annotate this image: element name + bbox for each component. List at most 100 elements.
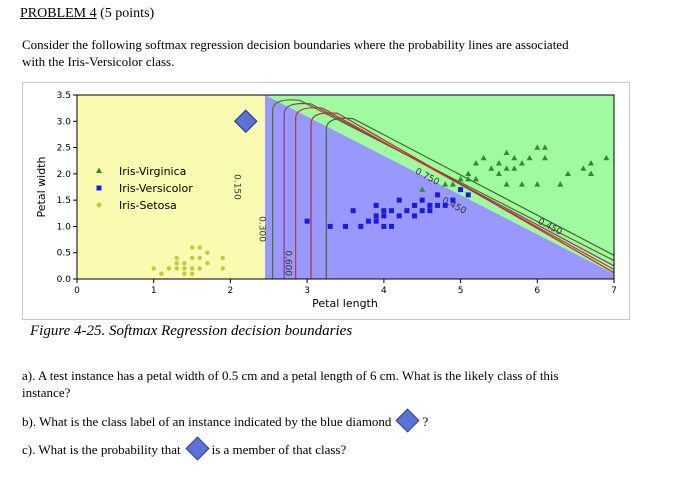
versicolor-point xyxy=(458,187,464,193)
virginica-point xyxy=(472,160,479,166)
virginica-point xyxy=(503,165,510,171)
setosa-point xyxy=(174,255,179,261)
versicolor-point xyxy=(442,202,448,208)
setosa-point xyxy=(189,245,195,250)
problem-points: (5 points) xyxy=(100,6,155,21)
x-tick-label: 2 xyxy=(228,286,234,296)
virginica-point xyxy=(534,181,541,187)
virginica-point xyxy=(472,175,479,182)
probability-contour xyxy=(272,99,614,279)
virginica-point xyxy=(603,154,610,161)
versicolor-point xyxy=(389,223,395,229)
problem-title: PROBLEM 4 xyxy=(20,6,97,21)
setosa-point xyxy=(205,261,210,266)
contour-label: 0.150 xyxy=(231,174,241,200)
legend-virginica-icon xyxy=(96,167,102,173)
virginica-point xyxy=(511,154,518,161)
versicolor-point xyxy=(435,192,441,198)
virginica-point xyxy=(457,175,464,182)
x-tick-label: 6 xyxy=(534,286,540,296)
probability-contour xyxy=(310,112,614,279)
versicolor-point xyxy=(381,223,387,229)
virginica-point xyxy=(503,181,510,187)
versicolor-point xyxy=(304,218,310,224)
virginica-point xyxy=(488,165,495,171)
question-a: a). A test instance has a petal width of… xyxy=(22,367,642,401)
virginica-point xyxy=(541,154,548,161)
x-tick-label: 7 xyxy=(611,286,617,296)
legend-label: Iris-Versicolor xyxy=(119,182,193,195)
y-tick-label: 0.0 xyxy=(57,275,72,285)
virginica-point xyxy=(526,154,533,161)
setosa-point xyxy=(189,255,195,261)
versicolor-point xyxy=(327,223,333,229)
virginica-point xyxy=(557,181,564,187)
y-tick-label: 2.5 xyxy=(57,144,71,154)
problem-heading: PROBLEM 4 (5 points) xyxy=(20,6,154,22)
versicolor-point xyxy=(350,208,356,214)
virginica-point xyxy=(465,175,472,182)
setosa-point xyxy=(220,266,225,271)
x-axis-label: Petal length xyxy=(312,297,378,310)
virginica-point xyxy=(511,165,518,171)
setosa-point xyxy=(197,255,202,261)
versicolor-point xyxy=(465,192,471,198)
versicolor-point xyxy=(373,202,379,208)
setosa-point xyxy=(174,266,179,271)
x-tick-label: 5 xyxy=(458,286,464,296)
legend-label: Iris-Setosa xyxy=(119,199,177,212)
figure-caption: Figure 4-25. Softmax Regression decision… xyxy=(30,323,353,339)
virginica-point xyxy=(503,149,510,156)
virginica-point xyxy=(449,181,456,187)
legend-setosa-icon xyxy=(96,202,102,208)
versicolor-point xyxy=(427,202,433,208)
legend-label: Iris-Virginica xyxy=(119,165,186,178)
versicolor-point xyxy=(381,213,387,219)
versicolor-point xyxy=(396,197,402,203)
virginica-point xyxy=(587,160,594,166)
versicolor-point xyxy=(373,213,379,219)
versicolor-point xyxy=(450,197,456,203)
versicolor-point xyxy=(404,208,410,214)
x-tick-label: 4 xyxy=(381,286,387,296)
setosa-point xyxy=(182,266,187,271)
x-tick-label: 3 xyxy=(304,286,310,296)
y-tick-label: 1.5 xyxy=(57,196,71,206)
setosa-point xyxy=(159,271,164,276)
versicolor-point xyxy=(412,202,418,208)
setosa-point xyxy=(182,271,187,276)
question-c-text: c). What is the probability that xyxy=(22,442,181,457)
question-c: c). What is the probability that is a mem… xyxy=(22,436,642,461)
legend-versicolor-icon xyxy=(96,185,102,191)
blue-diamond-icon xyxy=(185,436,210,461)
versicolor-point xyxy=(381,208,387,214)
versicolor-point xyxy=(419,208,425,214)
versicolor-point xyxy=(435,202,441,208)
probability-contour xyxy=(295,107,614,279)
y-tick-label: 3.5 xyxy=(57,91,71,101)
virginica-point xyxy=(419,186,426,192)
virginica-point xyxy=(564,170,571,177)
setosa-point xyxy=(197,266,202,271)
setosa-point xyxy=(205,250,210,255)
virginica-point xyxy=(480,154,487,161)
intro-line-1: Consider the following softmax regressio… xyxy=(22,37,569,52)
test-instance-diamond xyxy=(233,109,258,134)
virginica-point xyxy=(580,165,587,171)
versicolor-point xyxy=(389,208,395,214)
virginica-point xyxy=(541,144,548,150)
region-versicolor xyxy=(265,95,614,279)
intro-paragraph: Consider the following softmax regressio… xyxy=(22,36,642,70)
setosa-point xyxy=(182,261,187,266)
y-tick-label: 0.5 xyxy=(57,249,71,259)
virginica-point xyxy=(442,181,449,187)
virginica-point xyxy=(518,160,525,166)
contour-label: 0.600 xyxy=(283,250,293,276)
virginica-point xyxy=(495,160,502,166)
versicolor-point xyxy=(419,197,425,203)
versicolor-point xyxy=(427,208,433,214)
question-a-line1: a). A test instance has a petal width of… xyxy=(22,368,559,383)
virginica-point xyxy=(465,170,472,177)
